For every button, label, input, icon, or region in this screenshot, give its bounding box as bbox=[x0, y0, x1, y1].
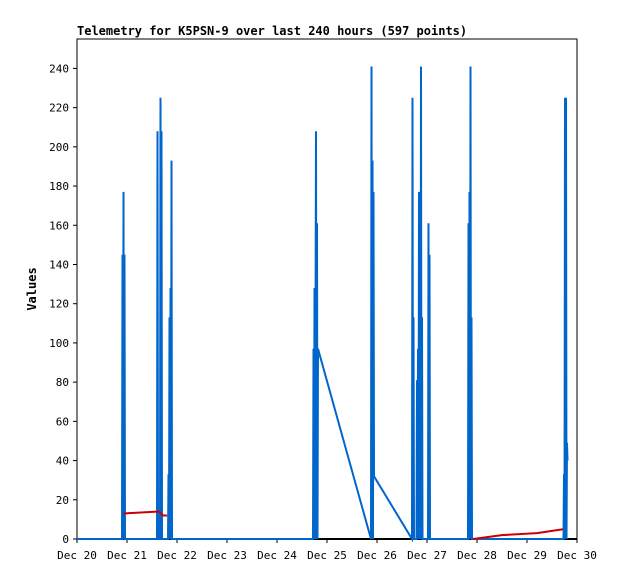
y-tick-label: 80 bbox=[56, 376, 69, 389]
y-tick-label: 100 bbox=[49, 337, 69, 350]
x-tick-label: Dec 25 bbox=[307, 549, 347, 562]
x-tick-label: Dec 26 bbox=[357, 549, 397, 562]
y-axis-label: Values bbox=[25, 267, 39, 310]
x-tick-label: Dec 23 bbox=[207, 549, 247, 562]
x-tick-label: Dec 30 bbox=[557, 549, 597, 562]
series-line-3 bbox=[472, 528, 564, 540]
y-tick-label: 40 bbox=[56, 455, 69, 468]
y-tick-label: 200 bbox=[49, 141, 69, 154]
plot-area bbox=[76, 38, 578, 540]
x-tick-label: Dec 21 bbox=[107, 549, 147, 562]
chart-title: Telemetry for K5PSN-9 over last 240 hour… bbox=[77, 24, 467, 38]
series-line-2 bbox=[123, 510, 167, 517]
x-axis: Dec 20 Dec 21 Dec 22 Dec 23 Dec 24 Dec 25 Dec … bbox=[57, 539, 597, 562]
y-axis: 0 20 40 60 80 100 120 140 160 180 200 220 240 bbox=[49, 62, 77, 546]
x-tick-label: Dec 27 bbox=[407, 549, 447, 562]
y-tick-label: 140 bbox=[49, 258, 69, 271]
series-line-1 bbox=[77, 66, 569, 543]
x-tick-label: Dec 20 bbox=[57, 549, 97, 562]
x-tick-label: Dec 29 bbox=[507, 549, 547, 562]
y-tick-label: 220 bbox=[49, 102, 69, 115]
y-tick-label: 240 bbox=[49, 62, 69, 75]
y-tick-label: 120 bbox=[49, 298, 69, 311]
y-tick-label: 0 bbox=[62, 533, 69, 546]
x-tick-label: Dec 28 bbox=[457, 549, 497, 562]
y-tick-label: 180 bbox=[49, 180, 69, 193]
y-tick-label: 160 bbox=[49, 219, 69, 232]
x-tick-label: Dec 22 bbox=[157, 549, 197, 562]
y-tick-label: 60 bbox=[56, 415, 69, 428]
x-tick-label: Dec 24 bbox=[257, 549, 297, 562]
series-group bbox=[77, 66, 577, 543]
y-tick-label: 20 bbox=[56, 494, 69, 507]
